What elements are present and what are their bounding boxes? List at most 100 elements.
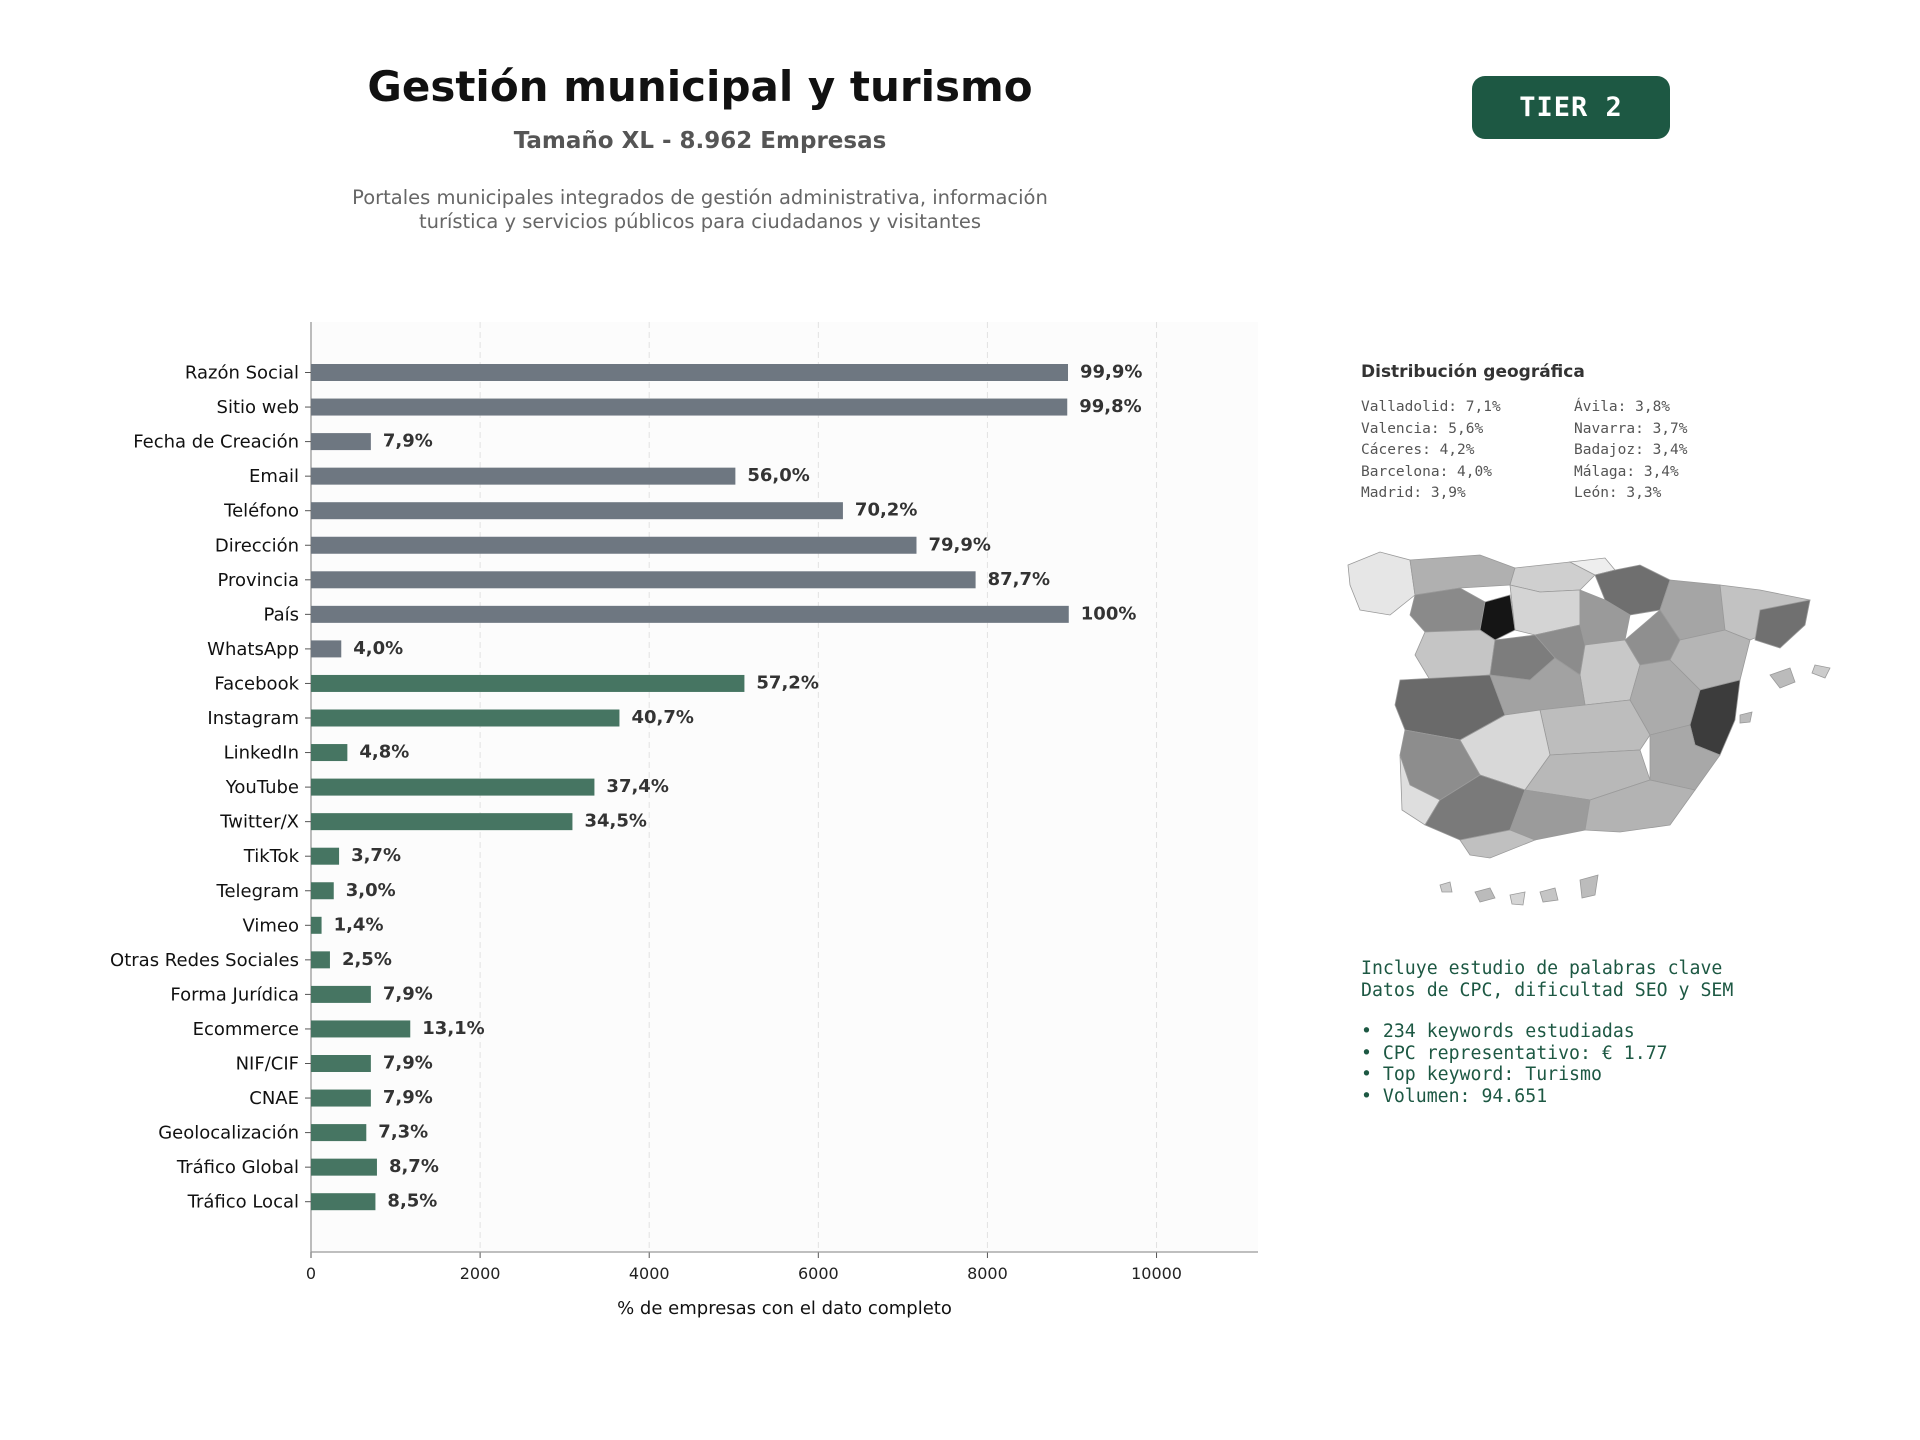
data-label: 4,0% xyxy=(353,638,403,659)
geo-item: León: 3,3% xyxy=(1574,485,1662,501)
geo-item: Valencia: 5,6% xyxy=(1361,420,1484,437)
category-label: Tráfico Local xyxy=(187,1192,299,1213)
geo-item: Badajoz: 3,4% xyxy=(1574,442,1688,458)
tier-badge: TIER 2 xyxy=(1472,76,1670,139)
map-region xyxy=(1811,664,1831,679)
x-tick-label: 8000 xyxy=(967,1264,1008,1283)
bar xyxy=(311,1055,371,1072)
category-label: Ecommerce xyxy=(193,1019,299,1040)
data-label: 7,9% xyxy=(383,983,433,1004)
category-label: Dirección xyxy=(215,535,299,556)
bar xyxy=(311,1158,377,1176)
category-label: Email xyxy=(249,466,299,487)
category-label: CNAE xyxy=(249,1088,299,1109)
category-label: TikTok xyxy=(243,846,300,867)
x-tick-label: 0 xyxy=(306,1264,316,1283)
seo-line: Datos de CPC, dificultad SEO y SEM xyxy=(1361,979,1734,1001)
data-label: 4,8% xyxy=(359,742,409,763)
description-line: Portales municipales integrados de gesti… xyxy=(352,186,1048,209)
data-label: 7,9% xyxy=(383,1053,433,1074)
geo-item: Málaga: 3,4% xyxy=(1574,463,1679,480)
category-label: Fecha de Creación xyxy=(133,432,299,453)
category-label: Twitter/X xyxy=(219,812,299,833)
data-label: 56,0% xyxy=(747,465,809,486)
data-label: 8,5% xyxy=(387,1191,437,1212)
x-tick-label: 6000 xyxy=(798,1264,839,1283)
map-region xyxy=(1509,789,1591,841)
geo-item: Valladolid: 7,1% xyxy=(1361,399,1501,415)
seo-bullet: • Top keyword: Turismo xyxy=(1361,1064,1602,1085)
page-subtitle: Tamaño XL - 8.962 Empresas xyxy=(513,128,887,154)
bar xyxy=(311,433,371,451)
map-region xyxy=(1414,629,1496,681)
data-label: 7,9% xyxy=(383,431,433,452)
bar-chart: 0 2000 4000 6000 8000 10000 Razón Social 99,9% S… xyxy=(110,322,1258,1319)
category-label: Facebook xyxy=(214,673,299,694)
category-label: Telegram xyxy=(216,881,299,902)
category-label: Tráfico Global xyxy=(176,1157,299,1178)
map-region xyxy=(1739,711,1753,724)
map-region xyxy=(1509,891,1526,906)
data-label: 37,4% xyxy=(606,776,668,797)
bar xyxy=(311,916,322,934)
bar xyxy=(311,709,620,727)
data-label: 87,7% xyxy=(988,569,1050,590)
data-label: 7,9% xyxy=(383,1087,433,1108)
map-region xyxy=(1459,829,1537,859)
map-region xyxy=(1579,874,1599,899)
data-label: 99,8% xyxy=(1079,396,1141,417)
x-tick-label: 2000 xyxy=(460,1264,501,1283)
x-tick-label: 4000 xyxy=(629,1264,670,1283)
x-tick-label: 10000 xyxy=(1131,1264,1182,1283)
bar xyxy=(311,640,342,658)
choropleth-map-spain xyxy=(1347,551,1831,906)
bar xyxy=(311,882,334,900)
category-label: NIF/CIF xyxy=(236,1054,299,1075)
category-label: Sitio web xyxy=(217,397,299,418)
seo-bullet: • Volumen: 94.651 xyxy=(1361,1085,1548,1107)
category-label: Razón Social xyxy=(185,363,299,384)
data-label: 57,2% xyxy=(756,672,818,693)
map-region xyxy=(1409,587,1486,633)
bar xyxy=(311,536,917,554)
data-label: 40,7% xyxy=(631,707,693,728)
map-region xyxy=(1754,599,1811,649)
data-label: 99,9% xyxy=(1080,362,1142,383)
seo-bullet: • CPC representativo: € 1.77 xyxy=(1361,1042,1668,1064)
data-label: 70,2% xyxy=(855,500,917,521)
map-region xyxy=(1474,887,1496,903)
page-title: Gestión municipal y turismo xyxy=(367,62,1033,111)
bar xyxy=(311,467,736,485)
category-label: Instagram xyxy=(207,708,299,729)
data-label: 1,4% xyxy=(334,914,384,935)
bar xyxy=(311,847,340,865)
category-label: Teléfono xyxy=(223,501,299,522)
geo-item: Madrid: 3,9% xyxy=(1361,485,1466,501)
map-region xyxy=(1539,699,1651,756)
geo-title: Distribución geográfica xyxy=(1361,362,1585,382)
data-label: 8,7% xyxy=(389,1156,439,1177)
geo-list: Valladolid: 7,1% Ávila: 3,8% Valencia: 5… xyxy=(1361,399,1761,501)
data-label: 100% xyxy=(1081,603,1137,624)
geo-item: Navarra: 3,7% xyxy=(1574,420,1688,437)
category-label: Provincia xyxy=(217,570,299,591)
data-label: 7,3% xyxy=(378,1122,428,1143)
category-label: Otras Redes Sociales xyxy=(110,950,299,971)
bar xyxy=(311,778,595,796)
page-description: Portales municipales integrados de gesti… xyxy=(0,186,1400,234)
seo-panel: Incluye estudio de palabras clave Datos … xyxy=(1361,958,1733,1107)
bar xyxy=(311,398,1068,416)
data-label: 3,0% xyxy=(346,880,396,901)
bar xyxy=(311,1124,367,1142)
bar xyxy=(311,502,843,520)
bar xyxy=(311,1020,411,1038)
data-label: 13,1% xyxy=(422,1018,484,1039)
category-label: Geolocalización xyxy=(158,1123,299,1144)
geo-item: Barcelona: 4,0% xyxy=(1361,463,1492,480)
map-region xyxy=(1439,881,1453,893)
geo-item: Cáceres: 4,2% xyxy=(1361,442,1475,458)
category-label: Forma Jurídica xyxy=(170,984,299,1005)
bar xyxy=(311,744,348,762)
data-label: 34,5% xyxy=(584,811,646,832)
bar xyxy=(311,1089,371,1107)
